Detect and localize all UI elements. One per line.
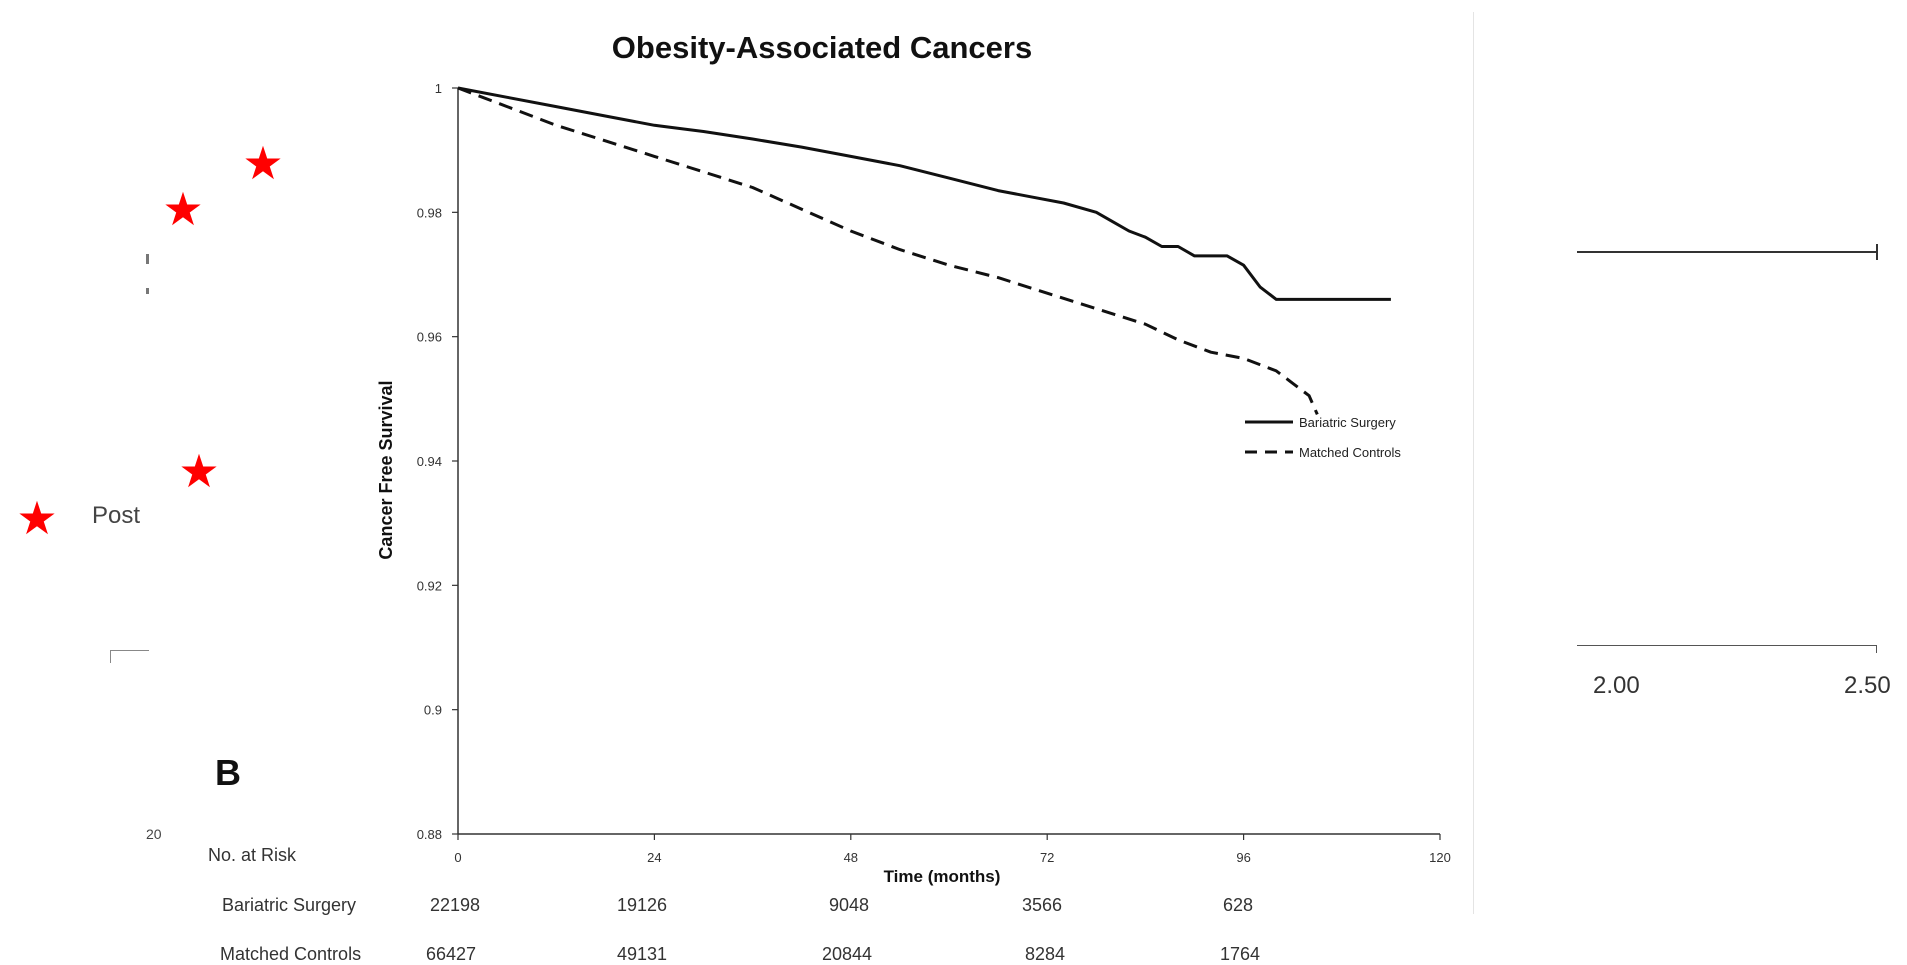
left-tick-mark-2 — [146, 288, 149, 294]
right-error-bar — [1577, 251, 1877, 253]
risk-value: 19126 — [617, 895, 668, 915]
post-label: Post — [92, 502, 141, 529]
series-line-matched-controls — [457, 86, 1319, 416]
right-error-bar-cap — [1876, 244, 1878, 260]
star-icon-1: ★ — [242, 136, 284, 190]
x-tick-label: 24 — [647, 850, 661, 865]
star-icon-4: ★ — [16, 491, 58, 545]
x-tick-label: 72 — [1040, 850, 1054, 865]
panel-label: B — [215, 752, 241, 793]
risk-row-label-controls: Matched Controls — [220, 944, 362, 964]
legend-label: Matched Controls — [1299, 445, 1401, 460]
left-tick-mark-1 — [146, 254, 149, 264]
y-tick-label: 0.88 — [417, 827, 442, 842]
y-tick-label: 0.98 — [417, 205, 442, 220]
right-axis-line — [1577, 645, 1877, 646]
y-tick-label: 0.92 — [417, 578, 442, 593]
star-icon-2: ★ — [162, 182, 204, 236]
y-tick-label: 1 — [435, 81, 442, 96]
risk-value: 628 — [1223, 895, 1254, 915]
y-tick-label: 0.94 — [417, 454, 442, 469]
y-tick-label: 0.96 — [417, 330, 442, 345]
x-axis-label: Time (months) — [884, 867, 1001, 886]
series-line-bariatric-surgery — [457, 86, 1391, 301]
right-axis-tick — [1876, 645, 1877, 653]
risk-value: 8284 — [1025, 944, 1066, 964]
chart-title: Obesity-Associated Cancers — [612, 30, 1032, 65]
y-tick-label: 0.9 — [424, 703, 442, 718]
risk-value: 22198 — [430, 895, 481, 915]
x-tick-label: 120 — [1429, 850, 1451, 865]
risk-value: 49131 — [617, 944, 668, 964]
right-divider — [1473, 12, 1474, 914]
legend-label: Bariatric Surgery — [1299, 415, 1396, 430]
risk-value: 1764 — [1220, 944, 1261, 964]
star-icon-3: ★ — [178, 444, 220, 498]
right-tick-label-2: 2.50 — [1844, 672, 1891, 699]
risk-value: 20844 — [822, 944, 873, 964]
left-tick-label: 20 — [146, 826, 162, 842]
risk-table-header: No. at Risk — [208, 845, 297, 865]
x-tick-label: 0 — [454, 850, 461, 865]
right-tick-label-1: 2.00 — [1593, 672, 1640, 699]
x-tick-label: 96 — [1236, 850, 1250, 865]
risk-value: 3566 — [1022, 895, 1063, 915]
risk-value: 9048 — [829, 895, 870, 915]
y-axis-label: Cancer Free Survival — [376, 380, 396, 559]
risk-value: 66427 — [426, 944, 477, 964]
risk-row-label-bariatric: Bariatric Surgery — [222, 895, 357, 915]
x-tick-label: 48 — [844, 850, 858, 865]
left-axis-fragment — [110, 650, 149, 663]
